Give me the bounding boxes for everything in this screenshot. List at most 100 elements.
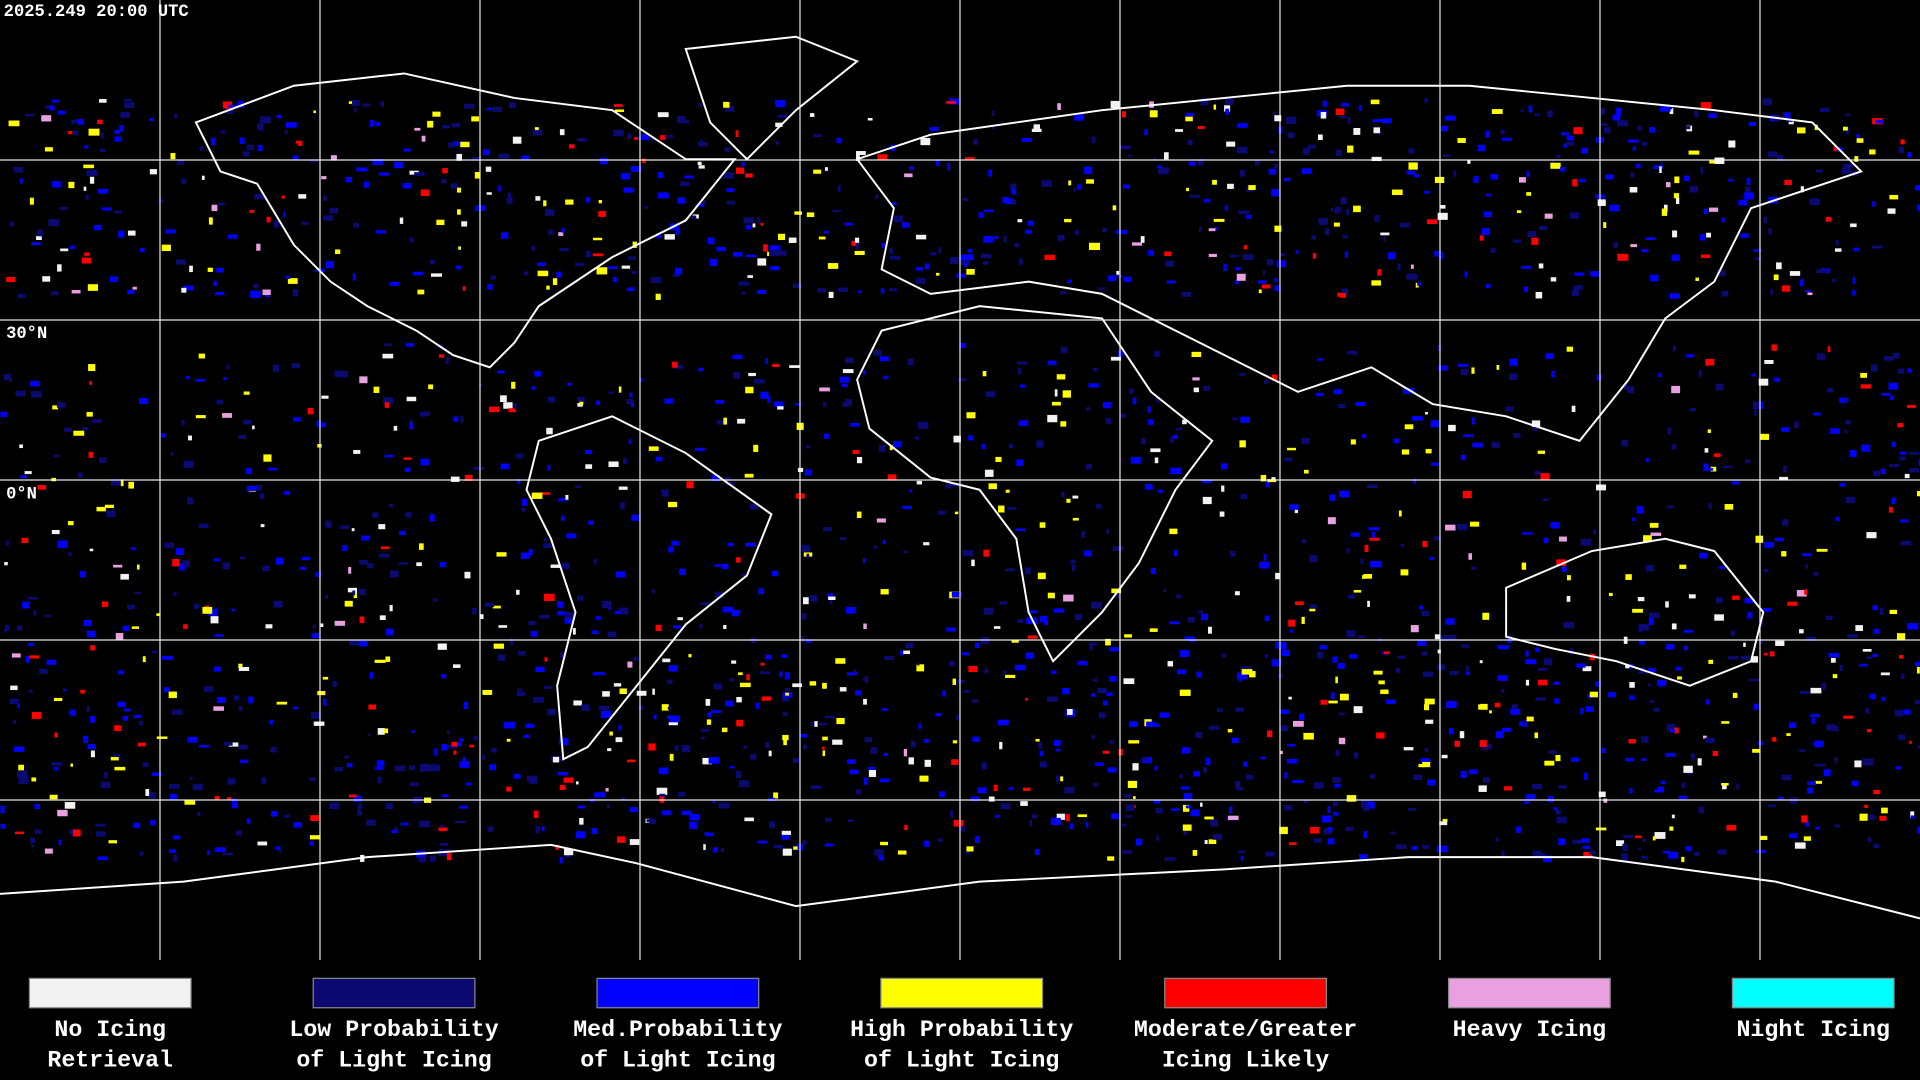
icing-pixel (1026, 652, 1035, 659)
icing-pixel (1371, 280, 1381, 286)
icing-pixel (929, 127, 939, 131)
icing-pixel (706, 719, 712, 725)
icing-pixel (695, 203, 705, 207)
icing-pixel (222, 413, 232, 418)
icing-pixel (1776, 262, 1782, 270)
icing-pixel (501, 232, 509, 239)
icing-pixel (1523, 801, 1530, 804)
icing-pixel (971, 559, 975, 567)
icing-pixel (1501, 727, 1512, 732)
icing-pixel (1649, 522, 1659, 528)
icing-pixel (1872, 653, 1878, 657)
icing-pixel (889, 255, 901, 260)
icing-pixel (120, 111, 130, 118)
icing-pixel (106, 510, 116, 518)
icing-pixel (490, 275, 497, 280)
icing-pixel (760, 671, 771, 674)
icing-pixel (500, 463, 510, 470)
icing-pixel (1061, 492, 1065, 498)
icing-pixel (1469, 521, 1480, 527)
icing-pixel (1124, 634, 1132, 638)
icing-pixel (1089, 643, 1093, 651)
icing-pixel (1448, 424, 1456, 432)
icing-pixel (716, 420, 727, 425)
icing-pixel (531, 386, 536, 390)
legend-swatch (312, 977, 476, 1009)
icing-pixel (1695, 277, 1699, 281)
icing-pixel (1806, 636, 1816, 641)
icing-pixel (1638, 670, 1647, 674)
icing-pixel (214, 634, 224, 637)
icing-pixel (1014, 243, 1020, 248)
icing-pixel (1353, 589, 1362, 593)
icing-pixel (183, 460, 194, 468)
icing-pixel (581, 704, 590, 712)
icing-pixel (1377, 269, 1382, 276)
icing-pixel (317, 691, 326, 696)
legend-label: Med.Probability (573, 1017, 782, 1043)
icing-pixel (1563, 621, 1575, 629)
icing-pixel (416, 562, 422, 567)
icing-pixel (51, 529, 60, 535)
icing-pixel (110, 756, 119, 761)
icing-pixel (429, 855, 436, 862)
icing-pixel (560, 515, 565, 521)
icing-pixel (1566, 135, 1575, 141)
icing-pixel (1322, 815, 1332, 823)
icing-pixel (1123, 794, 1132, 798)
icing-pixel (1916, 666, 1920, 674)
icing-pixel (292, 289, 299, 297)
icing-pixel (792, 683, 802, 688)
icing-pixel (626, 287, 635, 291)
icing-pixel (1125, 815, 1133, 818)
icing-pixel (916, 664, 925, 672)
icing-pixel (1195, 731, 1203, 739)
icing-pixel (31, 242, 41, 245)
icing-pixel (613, 129, 624, 137)
icing-pixel (720, 848, 725, 853)
icing-pixel (1298, 713, 1305, 720)
icing-pixel (438, 827, 448, 832)
icing-pixel (156, 613, 161, 617)
icing-pixel (618, 486, 628, 490)
icing-pixel (1185, 805, 1191, 809)
icing-pixel (1819, 107, 1830, 113)
icing-pixel (378, 524, 386, 530)
icing-pixel (817, 288, 827, 293)
icing-pixel (513, 403, 517, 409)
icing-pixel (1641, 249, 1649, 253)
icing-pixel (612, 276, 617, 283)
icing-pixel (559, 856, 563, 864)
icing-pixel (1373, 670, 1383, 675)
icing-pixel (585, 197, 591, 203)
legend-swatch (1447, 977, 1611, 1009)
icing-pixel (1525, 659, 1537, 665)
icing-pixel (1563, 143, 1568, 148)
icing-pixel (983, 236, 994, 243)
icing-pixel (1509, 358, 1518, 366)
icing-pixel (1807, 292, 1813, 296)
icing-pixel (773, 845, 784, 849)
icing-pixel (195, 379, 206, 382)
icing-pixel (1241, 669, 1253, 675)
icing-pixel (745, 225, 752, 230)
icing-pixel (1367, 600, 1370, 607)
icing-pixel (1521, 562, 1527, 570)
icing-pixel (960, 826, 966, 832)
icing-pixel (1067, 279, 1072, 284)
icing-pixel (389, 281, 399, 286)
icing-pixel (170, 153, 176, 160)
icing-pixel (497, 654, 506, 661)
icing-pixel (1119, 413, 1127, 418)
icing-pixel (492, 605, 501, 609)
icing-pixel (737, 418, 746, 424)
icing-pixel (1547, 110, 1553, 118)
icing-pixel (1603, 222, 1607, 228)
icing-pixel (1115, 229, 1127, 235)
icing-pixel (1880, 468, 1886, 475)
icing-pixel (385, 628, 394, 636)
icing-pixel (246, 144, 255, 151)
icing-pixel (813, 134, 823, 138)
icing-pixel (1803, 836, 1811, 841)
icing-pixel (1267, 479, 1277, 483)
